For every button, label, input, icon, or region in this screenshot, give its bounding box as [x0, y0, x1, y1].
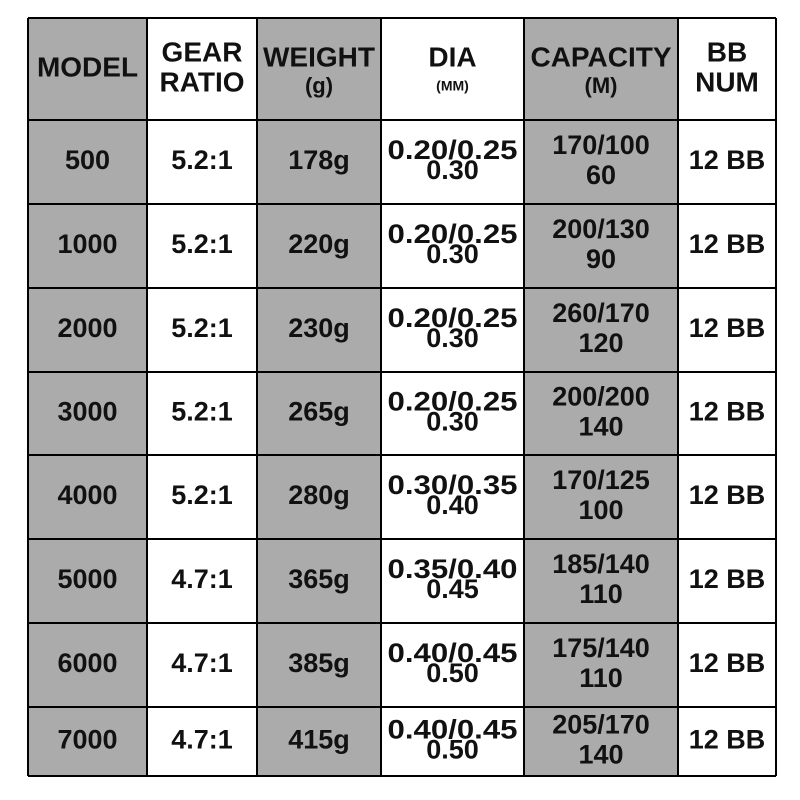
- cell-text: 5.2:1: [171, 145, 233, 175]
- cell-text: 280g: [288, 480, 350, 510]
- cell-text: 5000: [57, 564, 117, 594]
- header-label: WEIGHT: [263, 41, 375, 72]
- header-unit: (g): [305, 73, 333, 98]
- cell-text: 385g: [288, 648, 350, 678]
- cell-text: 12 BB: [689, 480, 766, 510]
- cell-text: 110: [579, 663, 623, 693]
- cell-text: 5.2:1: [171, 480, 233, 510]
- cell-text: 12 BB: [689, 313, 766, 343]
- cell-text: 4.7:1: [171, 648, 233, 678]
- cell-text: 200/130: [552, 214, 650, 244]
- cell-text: 120: [578, 328, 623, 358]
- column-shade: [28, 18, 147, 776]
- cell-text: 12 BB: [689, 725, 766, 755]
- cell-text: 140: [578, 412, 623, 442]
- cell-text: 230g: [288, 313, 350, 343]
- cell-text: 5.2:1: [171, 397, 233, 427]
- cell-text: 12 BB: [689, 145, 766, 175]
- cell-text: 265g: [288, 397, 350, 427]
- cell-text: 0.35/0.40: [388, 554, 518, 584]
- cell-text: 90: [586, 244, 616, 274]
- cell-text: 0.30: [426, 407, 479, 437]
- column-shade: [257, 18, 381, 776]
- cell-text: 6000: [57, 648, 117, 678]
- cell-text: 0.40/0.45: [388, 638, 518, 668]
- cell-text: 185/140: [552, 549, 650, 579]
- header-label: MODEL: [37, 51, 138, 82]
- cell-text: 140: [578, 740, 623, 770]
- header-label: GEAR: [162, 36, 243, 67]
- cell-text: 2000: [57, 313, 117, 343]
- cell-text: 0.45: [426, 574, 479, 604]
- cell-text: 4000: [57, 480, 117, 510]
- cell-text: 260/170: [552, 298, 650, 328]
- cell-text: 3000: [57, 397, 117, 427]
- cell-text: 12 BB: [689, 229, 766, 259]
- header-label: BB: [707, 36, 747, 67]
- cell-text: 175/140: [552, 633, 650, 663]
- cell-text: 200/200: [552, 382, 650, 412]
- cell-text: 12 BB: [689, 397, 766, 427]
- cell-text: 220g: [288, 229, 350, 259]
- cell-text: 0.50: [426, 735, 479, 765]
- cell-text: 60: [586, 160, 616, 190]
- cell-text: 205/170: [552, 710, 650, 740]
- cell-text: 1000: [57, 229, 117, 259]
- cell-text: 0.40: [426, 490, 479, 520]
- cell-text: 178g: [288, 145, 350, 175]
- header-unit: (MM): [436, 78, 469, 94]
- cell-text: 4.7:1: [171, 725, 233, 755]
- cell-text: 0.30: [426, 239, 479, 269]
- cell-text: 0.20/0.25: [388, 387, 518, 417]
- header-label: CAPACITY: [530, 41, 671, 72]
- cell-text: 4.7:1: [171, 564, 233, 594]
- cell-text: 170/125: [552, 465, 650, 495]
- cell-text: 0.40/0.45: [388, 715, 518, 745]
- cell-text: 0.50: [426, 658, 479, 688]
- cell-text: 110: [579, 579, 623, 609]
- cell-text: 500: [65, 145, 110, 175]
- cell-text: 0.30: [426, 323, 479, 353]
- header-unit: (M): [585, 73, 618, 98]
- column-bg: [147, 18, 257, 776]
- cell-text: 415g: [288, 725, 350, 755]
- cell-text: 5.2:1: [171, 313, 233, 343]
- cell-text: 0.20/0.25: [388, 303, 518, 333]
- cell-text: 12 BB: [689, 564, 766, 594]
- cell-text: 0.20/0.25: [388, 135, 518, 165]
- cell-text: 100: [578, 495, 623, 525]
- column-bg: [381, 18, 524, 776]
- header-label: NUM: [695, 66, 759, 97]
- cell-text: 12 BB: [689, 648, 766, 678]
- column-shade: [524, 18, 678, 776]
- header-label: DIA: [428, 41, 476, 72]
- header-label: RATIO: [159, 66, 244, 97]
- cell-text: 5.2:1: [171, 229, 233, 259]
- cell-text: 170/100: [552, 130, 650, 160]
- cell-text: 365g: [288, 564, 350, 594]
- cell-text: 0.30: [426, 155, 479, 185]
- column-bg: [678, 18, 776, 776]
- cell-text: 7000: [57, 725, 117, 755]
- cell-text: 0.30/0.35: [388, 470, 518, 500]
- cell-text: 0.20/0.25: [388, 219, 518, 249]
